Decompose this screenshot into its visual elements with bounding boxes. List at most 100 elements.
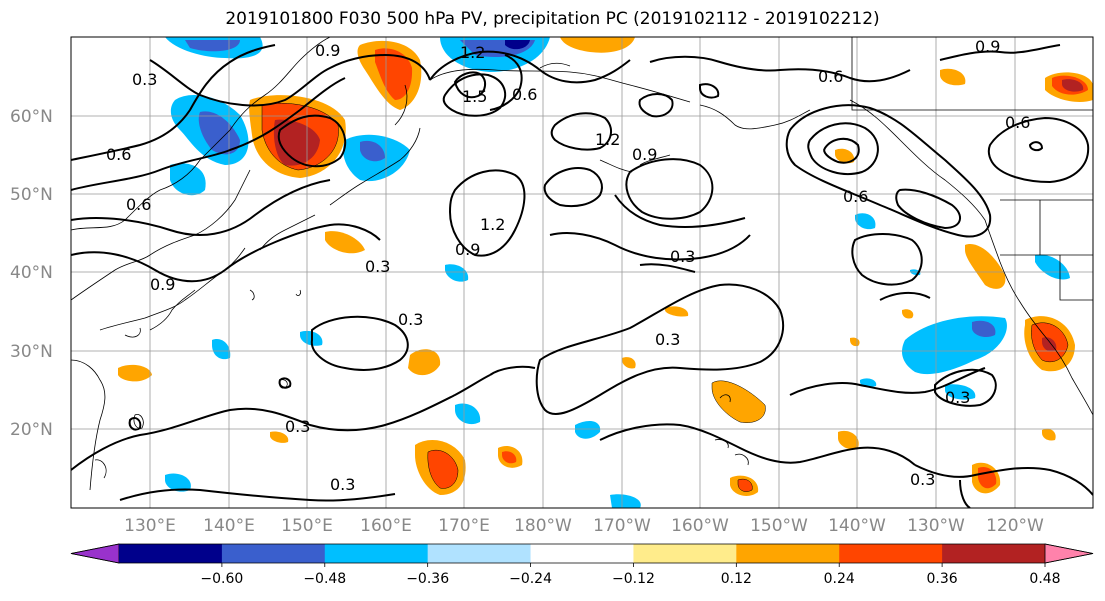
neg-anomaly-region [445, 264, 469, 282]
pos-anomaly-region [965, 244, 1006, 289]
pos-anomaly-region [325, 231, 365, 254]
neg-anomaly-region [505, 40, 530, 50]
lat-label: 30°N [10, 342, 53, 362]
colorbar-segment [119, 544, 223, 563]
contour-label: 0.6 [126, 195, 151, 214]
contour-label: 0.3 [655, 330, 680, 349]
lon-label: 170°W [593, 516, 651, 536]
neg-anomaly-region [455, 403, 481, 425]
colorbar-tick-label: 0.36 [927, 571, 958, 587]
coastlines [71, 37, 1093, 491]
pos-anomaly-region [560, 37, 635, 53]
precip-shading [118, 37, 1093, 508]
contour-label: 1.5 [462, 87, 487, 106]
contour-label: 0.6 [843, 187, 868, 206]
contour-label: 0.9 [150, 275, 175, 294]
contour-label: 0.3 [945, 388, 970, 407]
pos-anomaly-region [712, 380, 766, 423]
pos-anomaly-region [738, 479, 753, 492]
lon-label: 150°E [281, 516, 333, 536]
colorbar-frame [70, 543, 1094, 564]
colorbar-segment [324, 544, 429, 563]
pos-anomaly-region [940, 68, 966, 86]
colorbar-segment [633, 544, 737, 563]
neg-anomaly-region [945, 384, 976, 400]
lon-label: 140°W [828, 516, 886, 536]
neg-anomaly-region [855, 213, 876, 230]
pos-anomaly-region [502, 451, 517, 464]
contour-label: 1.2 [480, 215, 505, 234]
lon-label: 180°W [514, 516, 572, 536]
pos-anomaly-region [1042, 337, 1057, 352]
pos-anomaly-region [838, 430, 859, 450]
pv-contours [71, 44, 1093, 508]
neg-anomaly-region [185, 40, 240, 52]
lon-label: 150°W [750, 516, 808, 536]
contour-label: 0.6 [818, 67, 843, 86]
latitude-labels: 60°N 50°N 40°N 30°N 20°N [10, 107, 53, 440]
colorbar-segment [839, 544, 943, 563]
pos-anomaly-region [273, 119, 320, 166]
contour-label: 1.2 [595, 130, 620, 149]
lon-label: 130°W [907, 516, 965, 536]
neg-anomaly-region [972, 320, 996, 338]
colorbar-tick-label: −0.24 [509, 571, 552, 587]
contour-label: 0.6 [1005, 113, 1030, 132]
contour-label: 0.9 [315, 41, 340, 60]
neg-anomaly-region [198, 111, 240, 155]
contour-label: 0.3 [670, 247, 695, 266]
lat-label: 20°N [10, 420, 53, 440]
lat-label: 40°N [10, 263, 53, 283]
colorbar-segment [427, 544, 532, 563]
neg-anomaly-region [610, 494, 641, 508]
contour-label-group: 0.9 1.2 1.5 0.6 0.3 0.6 0.9 1.2 0.6 0.9 … [106, 37, 1030, 494]
colorbar-tick-label: −0.60 [200, 571, 243, 587]
pos-anomaly-region [427, 450, 458, 489]
longitude-labels: 130°E 140°E 150°E 160°E 170°E 180°W 170°… [124, 516, 1044, 536]
contour-label: 0.3 [398, 310, 423, 329]
lon-label: 140°E [203, 516, 255, 536]
neg-anomaly-region [212, 339, 231, 360]
pos-anomaly-region [665, 306, 689, 317]
contour-label: 1.2 [460, 43, 485, 62]
contour-label: 0.3 [330, 475, 355, 494]
shading-outlines [261, 102, 1069, 492]
colorbar-tick-label: −0.12 [612, 571, 655, 587]
contour-label: 0.3 [365, 257, 390, 276]
pos-anomaly-region [1062, 79, 1084, 92]
neg-anomaly-region [165, 473, 191, 492]
neg-anomaly-region [360, 140, 385, 162]
neg-anomaly-region [1035, 254, 1070, 280]
graticule [71, 37, 1093, 508]
lat-label: 50°N [10, 185, 53, 205]
colorbar-segment [530, 544, 634, 563]
colorbar-segment [736, 544, 840, 563]
contour-label: 0.9 [975, 37, 1000, 56]
colorbar-extend-high [1044, 543, 1094, 564]
pos-anomaly-region [270, 431, 289, 443]
colorbar-segment [221, 544, 326, 563]
pos-anomaly-region [1042, 428, 1056, 441]
lon-label: 170°E [438, 516, 490, 536]
colorbar-tick-label: 0.48 [1029, 571, 1060, 587]
colorbar-tick-label: −0.48 [303, 571, 346, 587]
lat-label: 60°N [10, 107, 53, 127]
colorbar-tick-label: −0.36 [406, 571, 449, 587]
pos-anomaly-region [408, 349, 441, 376]
colorbar-extend-low [70, 543, 120, 564]
pos-anomaly-region [375, 48, 413, 100]
lon-label: 160°W [671, 516, 729, 536]
contour-label: 0.3 [132, 70, 157, 89]
neg-anomaly-region [575, 420, 601, 439]
lon-label: 130°E [124, 516, 176, 536]
colorbar-tick-label: 0.12 [721, 571, 752, 587]
contour-label: 0.6 [512, 85, 537, 104]
pos-anomaly-region [835, 148, 855, 164]
contour-label: 0.3 [910, 470, 935, 489]
colorbar-segment [942, 544, 1046, 563]
contour-label: 0.6 [106, 145, 131, 164]
pos-anomaly-region [622, 357, 636, 369]
colorbar-tick-label: 0.24 [824, 571, 855, 587]
pos-anomaly-region [118, 364, 152, 382]
